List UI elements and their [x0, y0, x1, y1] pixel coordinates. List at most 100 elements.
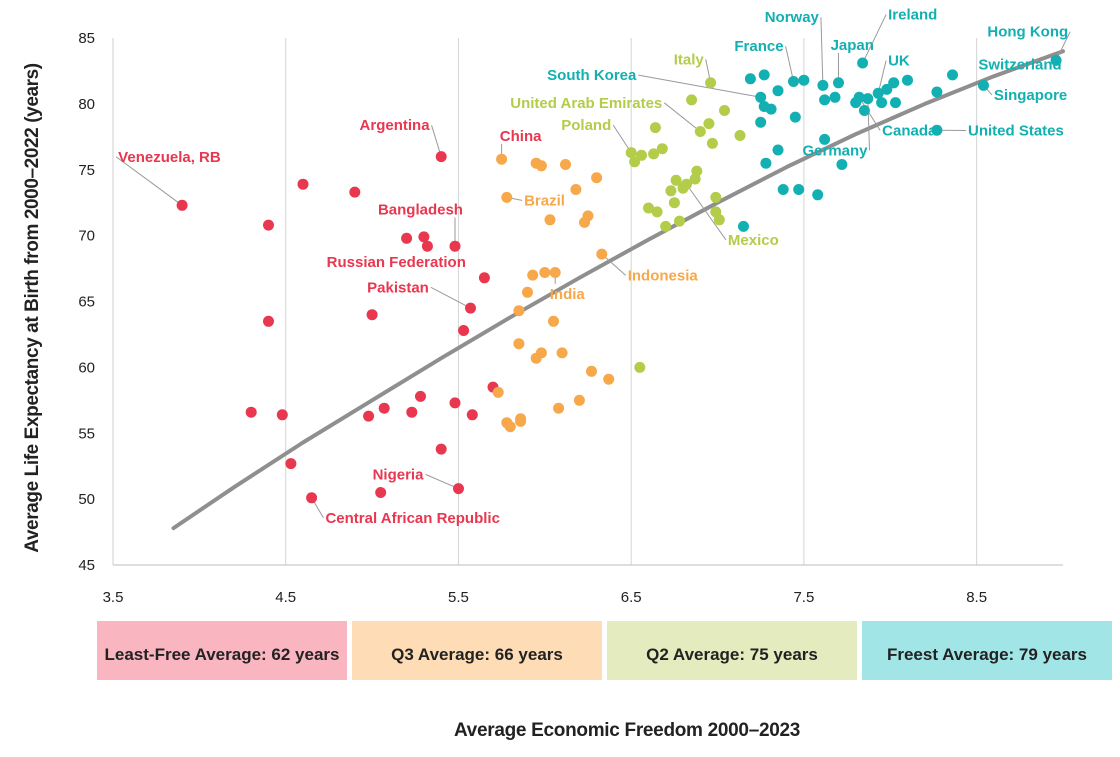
leader-line: [785, 46, 795, 82]
y-tick-label: 65: [78, 294, 95, 311]
q3-point: [570, 184, 582, 195]
label-ireland: Ireland: [888, 7, 937, 24]
y-tick-label: 50: [78, 491, 95, 508]
q3-point: [539, 267, 551, 278]
freest-point: [931, 86, 943, 98]
leader-line: [638, 74, 761, 98]
q3-point: [586, 365, 597, 377]
freest-point: [829, 91, 841, 103]
label-indonesia: Indonesia: [628, 267, 699, 284]
country-labels: Venezuela, RB Argentina Bangladesh Russian …: [118, 7, 1068, 527]
q3-point: [496, 153, 508, 165]
label-hong-kong: Hong Kong: [987, 24, 1068, 41]
least-free-point: [378, 402, 390, 414]
least-free-point: [435, 443, 447, 455]
least-free-point: [435, 151, 447, 163]
least-free-point: [418, 231, 430, 243]
q2-point: [694, 126, 706, 137]
axes: 3.5 4.5 5.5 6.5 7.5 8.5 45 50 55 60 65 70 75 80 85: [78, 30, 1063, 606]
label-russian-federation: Russian Federation: [327, 254, 466, 271]
label-india: India: [550, 286, 586, 303]
quartile-box-label: Least-Free Average: 62 years: [105, 645, 340, 664]
least-free-point: [263, 315, 274, 327]
label-china: China: [500, 128, 542, 145]
data-points: [176, 54, 1062, 504]
freest-point: [772, 85, 784, 97]
quartile-box-4: [862, 621, 1112, 680]
freest-point: [836, 159, 848, 170]
q3-point: [573, 394, 585, 406]
least-free-point: [363, 410, 375, 422]
y-tick-label: 55: [78, 425, 95, 442]
freest-point: [755, 116, 767, 128]
label-leader-lines: [115, 14, 1071, 519]
x-tick-label: 4.5: [275, 589, 296, 606]
q2-point: [629, 156, 641, 168]
freest-point: [1050, 54, 1062, 66]
freest-point: [819, 133, 831, 145]
least-free-point: [285, 458, 297, 470]
quartile-box-2: [352, 621, 602, 680]
least-free-point: [176, 199, 188, 211]
trend-line-group: [171, 49, 1065, 531]
freest-point: [888, 77, 900, 89]
label-japan: Japan: [831, 37, 874, 54]
quartile-average-boxes: Least-Free Average: 62 years Q3 Average: …: [97, 621, 1112, 680]
label-south-korea: South Korea: [547, 67, 637, 84]
label-united-states: United States: [968, 122, 1064, 139]
q3-point: [530, 352, 542, 364]
leader-line: [820, 17, 824, 86]
y-tick-label: 45: [78, 557, 95, 574]
freest-point: [765, 103, 777, 115]
least-free-point: [449, 240, 461, 252]
q3-point: [515, 413, 527, 425]
least-free-point: [458, 325, 470, 336]
freest-point: [931, 124, 943, 136]
least-free-point: [478, 272, 490, 284]
freest-point: [857, 57, 869, 69]
least-free-point: [263, 219, 274, 231]
y-tick-label: 60: [78, 359, 95, 376]
label-germany: Germany: [802, 142, 868, 159]
q2-point: [734, 130, 746, 141]
freest-point: [862, 93, 874, 105]
q2-point: [670, 174, 682, 186]
label-switzerland: Switzerland: [978, 57, 1061, 74]
freest-point: [858, 105, 870, 116]
q3-point: [504, 421, 516, 433]
y-tick-label: 85: [78, 30, 95, 47]
quartile-box-label: Freest Average: 79 years: [887, 645, 1087, 664]
leader-line: [867, 98, 871, 151]
label-canada: Canada: [882, 122, 937, 139]
trend-line: [171, 49, 1065, 531]
q3-point: [501, 191, 513, 203]
least-free-point: [466, 409, 478, 421]
quartile-box-3: [607, 621, 857, 680]
q3-point: [492, 386, 504, 398]
freest-point: [789, 111, 801, 123]
least-free-point: [415, 390, 426, 402]
q2-point: [636, 149, 647, 161]
freest-point: [872, 87, 884, 99]
q2-point: [719, 105, 730, 116]
q2-point: [660, 220, 672, 232]
freest-point: [890, 97, 901, 109]
label-france: France: [734, 38, 783, 55]
q2-point: [625, 147, 637, 159]
least-free-point: [453, 483, 464, 495]
q2-point: [665, 185, 677, 197]
label-singapore: Singapore: [994, 87, 1067, 104]
q2-point: [643, 202, 654, 214]
x-axis-title: Average Economic Freedom 2000–2023: [454, 720, 800, 741]
q3-point: [513, 338, 525, 350]
freest-point: [758, 69, 770, 81]
freest-point: [876, 97, 888, 109]
grid-lines: [112, 38, 978, 565]
leader-line: [115, 156, 183, 206]
freest-point: [881, 83, 893, 95]
label-central-african-republic: Central African Republic: [325, 510, 499, 527]
label-united-arab-emirates: United Arab Emirates: [510, 95, 662, 112]
q2-point: [656, 143, 668, 155]
least-free-point: [297, 178, 309, 190]
q3-point: [596, 248, 608, 260]
